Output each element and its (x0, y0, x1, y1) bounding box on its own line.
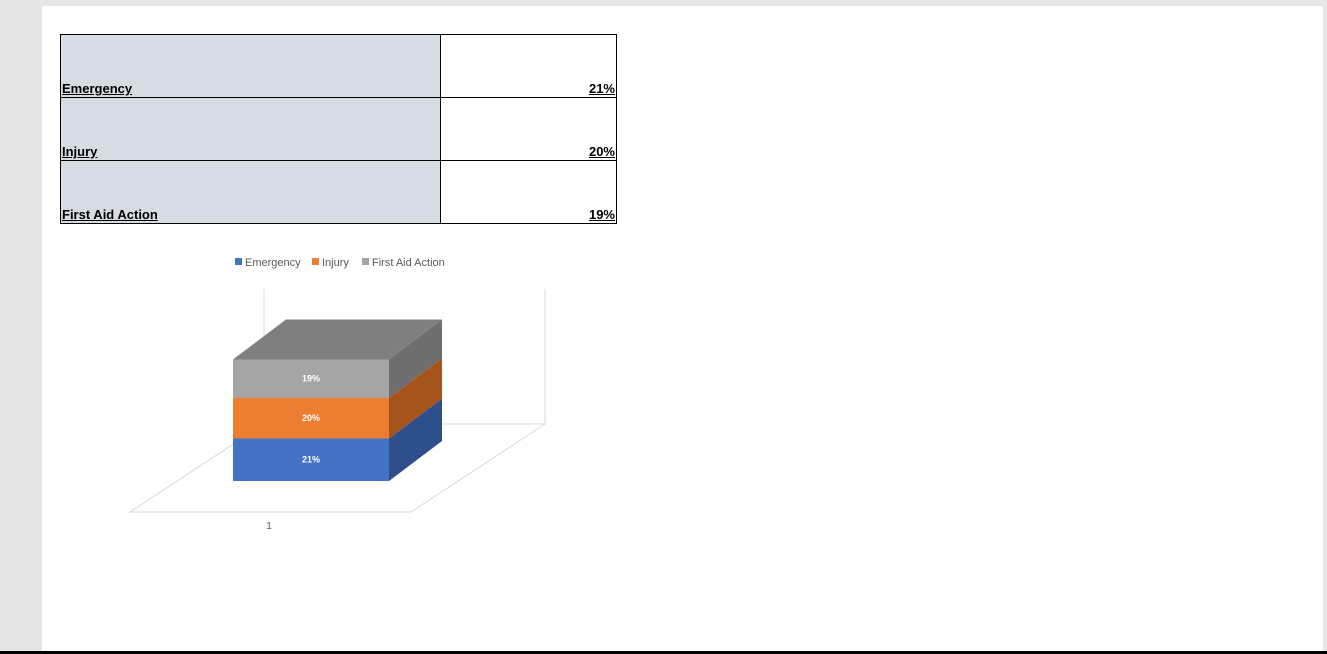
stacked-3d-bar-chart[interactable]: Emergency Injury First Aid Action 21%20%19… (42, 6, 642, 566)
table-row: Emergency 21% (60, 34, 617, 98)
bar-segment-side (389, 319, 442, 398)
row-label-cell[interactable]: First Aid Action (60, 160, 441, 224)
row-label-cell[interactable]: Emergency (60, 34, 441, 98)
row-value-cell[interactable]: 20% (440, 97, 617, 161)
table-row: First Aid Action 19% (60, 160, 617, 224)
data-label: 20% (302, 413, 320, 423)
data-table: Emergency 21% Injury 20% First Aid Actio… (60, 34, 617, 224)
table-row: Injury 20% (60, 97, 617, 161)
legend-swatch (235, 258, 242, 265)
data-label: 19% (302, 374, 320, 384)
table-body: Emergency 21% Injury 20% First Aid Actio… (60, 34, 617, 224)
chart-bars (233, 319, 442, 481)
row-value-cell[interactable]: 19% (440, 160, 617, 224)
data-label: 21% (302, 455, 320, 465)
legend-label: Emergency (245, 257, 301, 269)
x-tick-label: 1 (266, 521, 272, 532)
window-bottom-border (0, 651, 1327, 654)
worksheet: Emergency 21% Injury 20% First Aid Actio… (42, 6, 1323, 651)
bar-segment-front[interactable] (233, 359, 389, 398)
bar-top-face (233, 319, 442, 360)
chart-x-axis: 1 (266, 521, 272, 532)
bar-segment-side (389, 357, 442, 439)
bar-segment-front[interactable] (233, 438, 389, 481)
row-value-cell[interactable]: 21% (440, 34, 617, 98)
bar-segment-side (389, 398, 442, 481)
chart-legend: Emergency Injury First Aid Action (235, 257, 445, 269)
legend-swatch (362, 258, 369, 265)
legend-label: First Aid Action (372, 257, 445, 269)
legend-label: Injury (322, 257, 349, 269)
bar-segment-front[interactable] (233, 397, 389, 439)
legend-swatch (312, 258, 319, 265)
chart-data-labels: 21% 20% 19% (302, 374, 320, 465)
